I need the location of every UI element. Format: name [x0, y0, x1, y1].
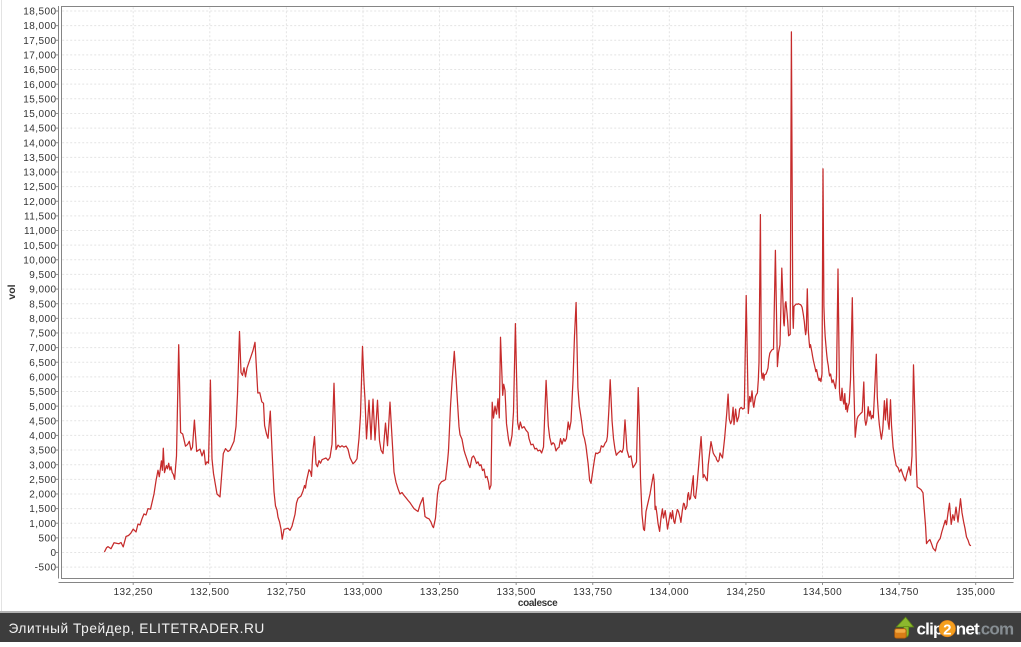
svg-text:13,000: 13,000 [23, 168, 56, 179]
svg-text:.com: .com [977, 620, 1014, 639]
svg-text:133,750: 133,750 [573, 587, 612, 598]
svg-text:0: 0 [50, 548, 56, 559]
svg-text:17,000: 17,000 [23, 51, 56, 62]
svg-text:7,000: 7,000 [29, 343, 56, 354]
svg-text:13,500: 13,500 [23, 153, 56, 164]
svg-text:2,000: 2,000 [29, 490, 56, 501]
svg-text:14,500: 14,500 [23, 124, 56, 135]
svg-text:12,500: 12,500 [23, 182, 56, 193]
svg-text:8,000: 8,000 [29, 314, 56, 325]
svg-text:134,500: 134,500 [803, 587, 842, 598]
svg-text:12,000: 12,000 [23, 197, 56, 208]
svg-text:16,000: 16,000 [23, 80, 56, 91]
svg-text:132,500: 132,500 [190, 587, 229, 598]
svg-text:coalesce: coalesce [518, 598, 558, 609]
svg-text:15,500: 15,500 [23, 94, 56, 105]
svg-text:15,000: 15,000 [23, 109, 56, 120]
svg-text:134,250: 134,250 [726, 587, 765, 598]
svg-text:18,000: 18,000 [23, 21, 56, 32]
svg-text:vol: vol [6, 284, 18, 299]
svg-text:6,000: 6,000 [29, 372, 56, 383]
svg-text:3,500: 3,500 [29, 446, 56, 457]
svg-text:net: net [956, 620, 980, 639]
svg-text:11,500: 11,500 [24, 211, 57, 222]
svg-text:3,000: 3,000 [29, 460, 56, 471]
svg-text:9,000: 9,000 [29, 285, 56, 296]
svg-text:16,500: 16,500 [23, 65, 56, 76]
svg-text:132,250: 132,250 [114, 587, 153, 598]
svg-text:6,500: 6,500 [29, 358, 56, 369]
svg-text:133,500: 133,500 [496, 587, 535, 598]
svg-text:5,000: 5,000 [29, 402, 56, 413]
svg-text:133,250: 133,250 [420, 587, 459, 598]
svg-text:135,000: 135,000 [956, 587, 995, 598]
svg-text:18,500: 18,500 [23, 7, 56, 18]
svg-text:4,000: 4,000 [29, 431, 56, 442]
svg-text:133,000: 133,000 [343, 587, 382, 598]
svg-text:Элитный Трейдер, ELITETRADER.R: Элитный Трейдер, ELITETRADER.RU [9, 621, 265, 636]
svg-text:14,000: 14,000 [23, 138, 56, 149]
svg-text:134,750: 134,750 [879, 587, 918, 598]
svg-text:1,000: 1,000 [29, 519, 56, 530]
svg-text:17,500: 17,500 [23, 36, 56, 47]
svg-text:134,000: 134,000 [650, 587, 689, 598]
svg-text:-500: -500 [35, 563, 57, 574]
svg-text:1,500: 1,500 [29, 504, 56, 515]
svg-text:5,500: 5,500 [29, 387, 56, 398]
svg-text:132,750: 132,750 [267, 587, 306, 598]
svg-text:2,500: 2,500 [29, 475, 56, 486]
svg-text:10,500: 10,500 [23, 241, 56, 252]
svg-text:9,500: 9,500 [29, 270, 56, 281]
svg-text:500: 500 [38, 533, 56, 544]
svg-text:clip: clip [917, 620, 944, 639]
svg-text:8,500: 8,500 [29, 299, 56, 310]
svg-text:2: 2 [943, 621, 951, 638]
svg-text:11,000: 11,000 [24, 226, 57, 237]
svg-text:7,500: 7,500 [29, 329, 56, 340]
svg-text:10,000: 10,000 [23, 255, 56, 266]
svg-text:4,500: 4,500 [29, 416, 56, 427]
